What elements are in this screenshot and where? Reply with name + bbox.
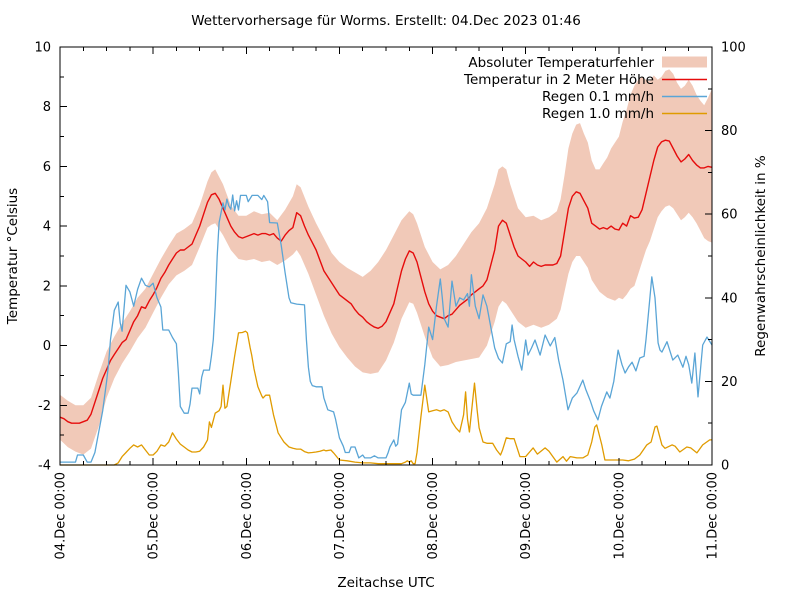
x-tick-label: 06.Dec 00:00: [240, 472, 255, 559]
legend-label-3: Regen 1.0 mm/h: [542, 106, 654, 122]
y-right-tick-label: 0: [721, 459, 729, 474]
y-right-axis-title: Regenwahrscheinlichkeit in %: [753, 155, 769, 357]
y-right-tick-label: 40: [721, 291, 738, 306]
rain-01-line: [60, 194, 713, 463]
x-tick-label: 07.Dec 00:00: [333, 472, 348, 559]
y-right-tick-label: 20: [721, 375, 738, 390]
y-left-tick-label: 6: [43, 160, 51, 175]
y-left-tick-label: 4: [43, 220, 51, 235]
legend-label-2: Regen 0.1 mm/h: [542, 89, 654, 105]
y-left-tick-label: 0: [43, 339, 51, 354]
y-left-tick-label: -2: [38, 399, 51, 414]
x-tick-label: 10.Dec 00:00: [612, 472, 627, 559]
rain-10-line: [60, 330, 712, 466]
x-axis-title: Zeitachse UTC: [337, 575, 434, 591]
y-right-tick-label: 100: [721, 41, 746, 56]
temperature-error-band: [60, 69, 712, 455]
plot-axes: [59, 46, 713, 466]
y-left-tick-label: 8: [43, 100, 51, 115]
x-tick-label: 09.Dec 00:00: [519, 472, 534, 559]
x-tick-label: 05.Dec 00:00: [147, 472, 162, 559]
x-tick-label: 11.Dec 00:00: [706, 472, 721, 559]
x-tick-label: 08.Dec 00:00: [426, 472, 441, 559]
y-left-tick-label: 10: [34, 41, 51, 56]
y-right-tick-label: 60: [721, 208, 738, 223]
y-left-tick-label: 2: [43, 279, 51, 294]
y-right-tick-label: 80: [721, 124, 738, 139]
chart-title: Wettervorhersage für Worms. Erstellt: 04…: [191, 13, 581, 29]
temperature-line: [59, 139, 713, 424]
legend-band-swatch: [662, 56, 707, 68]
y-left-tick-label: -4: [38, 459, 51, 474]
legend-label-0: Absoluter Temperaturfehler: [468, 55, 654, 71]
legend-label-1: Temperatur in 2 Meter Höhe: [463, 72, 654, 88]
x-tick-label: 04.Dec 00:00: [54, 472, 69, 559]
y-left-axis-title: Temperatur °Celsius: [5, 188, 21, 325]
